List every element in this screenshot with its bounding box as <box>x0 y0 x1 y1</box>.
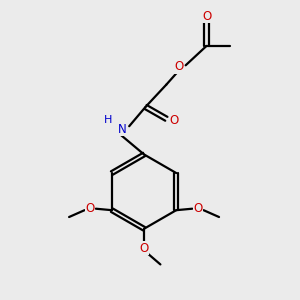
Text: O: O <box>169 114 178 127</box>
Text: O: O <box>202 10 212 23</box>
Text: O: O <box>85 202 94 215</box>
Text: N: N <box>117 123 126 136</box>
Text: O: O <box>175 60 184 73</box>
Text: O: O <box>140 242 149 255</box>
Text: H: H <box>104 115 112 125</box>
Text: O: O <box>194 202 203 215</box>
